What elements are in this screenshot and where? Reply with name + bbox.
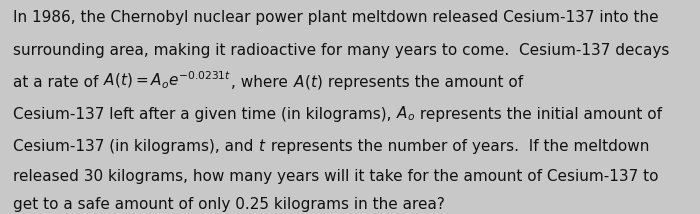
Text: , where: , where xyxy=(231,75,293,90)
Text: $\mathit{A}_o$: $\mathit{A}_o$ xyxy=(396,105,415,123)
Text: $\mathit{A}(\mathit{t})$: $\mathit{A}(\mathit{t})$ xyxy=(293,73,323,91)
Text: at a rate of: at a rate of xyxy=(13,75,103,90)
Text: Cesium-137 (in kilograms), and: Cesium-137 (in kilograms), and xyxy=(13,139,258,154)
Text: Cesium-137 left after a given time (in kilograms),: Cesium-137 left after a given time (in k… xyxy=(13,107,396,122)
Text: In 1986, the Chernobyl nuclear power plant meltdown released Cesium-137 into the: In 1986, the Chernobyl nuclear power pla… xyxy=(13,10,658,25)
Text: represents the amount of: represents the amount of xyxy=(323,75,523,90)
Text: $\mathit{t}$: $\mathit{t}$ xyxy=(258,138,266,154)
Text: represents the initial amount of: represents the initial amount of xyxy=(415,107,662,122)
Text: surrounding area, making it radioactive for many years to come.  Cesium-137 deca: surrounding area, making it radioactive … xyxy=(13,43,669,58)
Text: represents the number of years.  If the meltdown: represents the number of years. If the m… xyxy=(266,139,650,154)
Text: get to a safe amount of only 0.25 kilograms in the area?: get to a safe amount of only 0.25 kilogr… xyxy=(13,197,444,212)
Text: $\mathit{A}(\mathit{t}) = A_oe^{-0.0231t}$: $\mathit{A}(\mathit{t}) = A_oe^{-0.0231t… xyxy=(103,70,231,91)
Text: released 30 kilograms, how many years will it take for the amount of Cesium-137 : released 30 kilograms, how many years wi… xyxy=(13,169,658,184)
